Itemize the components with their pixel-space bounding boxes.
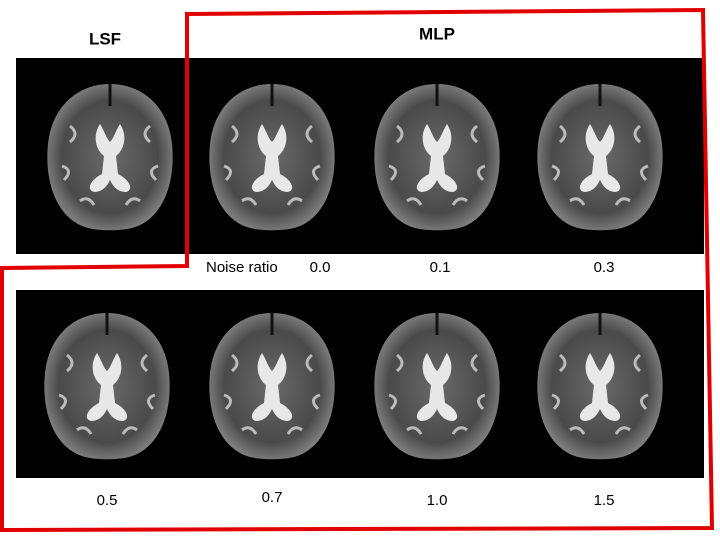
brain-image [535, 311, 665, 461]
highlight-outline [0, 7, 715, 533]
noise-ratio: 0.5 [97, 492, 118, 509]
brain-image [45, 82, 175, 232]
noise-ratio: 0.3 [594, 259, 615, 276]
noise-ratio: 0.0 [310, 259, 331, 276]
brain-image [372, 82, 502, 232]
brain-image [207, 311, 337, 461]
column-label: MLP [419, 24, 455, 43]
brain-image [372, 311, 502, 461]
brain-image [207, 82, 337, 232]
noise-ratio: 0.7 [262, 489, 283, 506]
noise-ratio: 1.5 [594, 492, 615, 509]
column-label: LSF [89, 29, 121, 48]
noise-ratio: 1.0 [427, 492, 448, 509]
brain-image [42, 311, 172, 461]
brain-image [535, 82, 665, 232]
noise-label: Noise ratio [206, 259, 278, 276]
noise-ratio: 0.1 [430, 259, 451, 276]
